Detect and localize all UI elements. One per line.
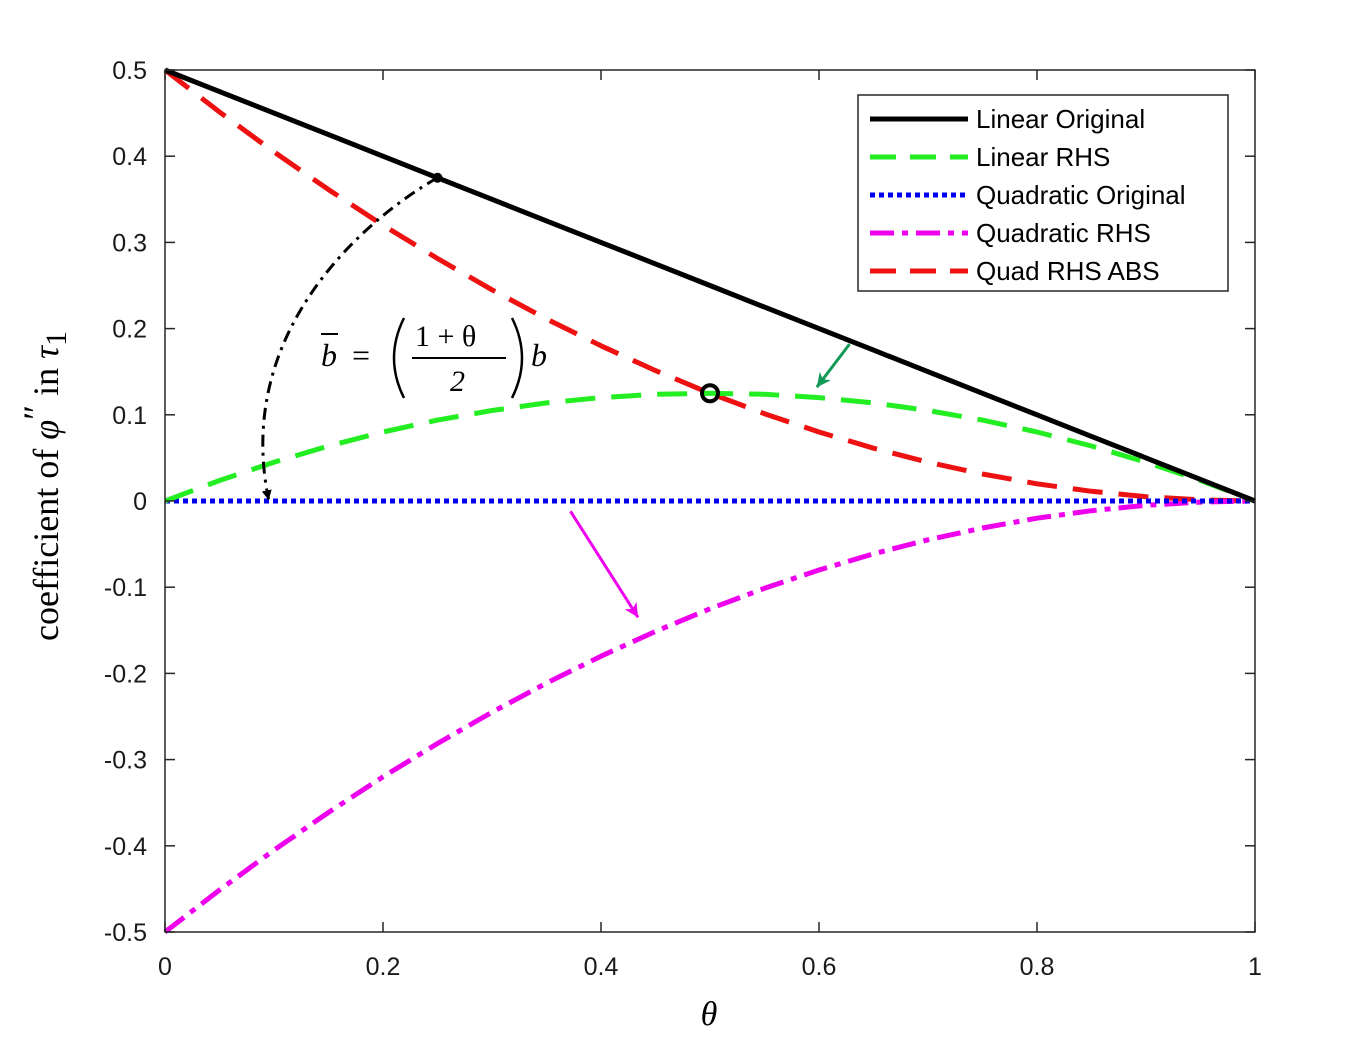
marker-dot [432,172,443,183]
y-tick-label: 0.2 [112,316,147,344]
y-tick-label: -0.1 [104,574,147,602]
formula-num: 1 + θ [415,320,476,353]
y-tick-label: -0.5 [104,919,147,947]
axes-layer: 0 0.2 0.4 0.6 0.8 1 0.5 0.4 0.3 0.2 0.1 0 -0.1 -0.2 -0… [104,57,1262,981]
series-line-quadratic-rhs [163,498,1256,934]
formula-right-paren [510,317,524,399]
magenta-arrow [569,510,640,619]
y-axis-label-part: coefficient of [26,440,66,641]
curved-arrow [261,176,439,501]
y-tick-label: 0.3 [112,229,147,257]
y-axis-label-part: ″ [16,405,56,420]
y-tick-label: 0 [133,488,147,516]
formula-left-paren [392,317,406,399]
legend-label: Linear Original [976,104,1145,134]
y-tick-label: -0.3 [104,747,147,775]
series-line-linear-original [164,67,1256,504]
legend-label: Linear RHS [976,142,1110,172]
x-tick-label: 0.2 [366,953,401,981]
formula-lhs: b [321,337,337,373]
x-tick-label: 0.4 [584,953,619,981]
legend: Linear Original Linear RHS Quadratic Origi… [857,94,1229,292]
y-axis-label: coefficient of φ″ in τ1 [16,331,73,641]
series-line-quad-rhs-abs [163,68,1256,504]
y-axis-label-part: τ [26,345,66,359]
legend-label: Quadratic RHS [976,218,1151,248]
formula-den: 2 [450,365,465,398]
series-layer [163,67,1256,934]
x-tick-label: 0.6 [802,953,837,981]
legend-label: Quadratic Original [976,180,1186,210]
formula-rhs: b [531,337,547,373]
x-axis-label: θ [701,996,718,1033]
x-tick-label: 0.8 [1020,953,1055,981]
marker-circle [700,383,720,404]
x-tick-label: 1 [1248,953,1262,981]
annotation-layer: b = 1 + θ 2 b [261,172,851,619]
y-axis-label-part: in [26,359,66,405]
legend-label: Quad RHS ABS [976,256,1160,286]
x-tick-label: 0 [158,953,172,981]
y-tick-label: 0.1 [112,402,147,430]
y-axis-label-part: φ [26,420,66,440]
y-axis-label-part: 1 [40,331,73,346]
y-tick-label: -0.2 [104,660,147,688]
y-tick-label: 0.5 [112,57,147,85]
y-tick-label: -0.4 [104,833,147,861]
series-line-linear-rhs [164,390,1256,504]
green-arrow [815,343,851,389]
formula: b = 1 + θ 2 b [321,317,547,399]
formula-eq: = [352,337,370,373]
axis-labels: θ coefficient of φ″ in τ1 [16,331,717,1033]
y-tick-label: 0.4 [112,143,147,171]
